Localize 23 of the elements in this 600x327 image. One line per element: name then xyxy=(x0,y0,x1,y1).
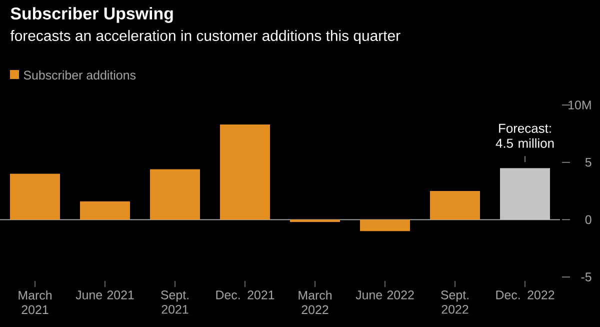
chart-subtitle: forecasts an acceleration in customer additions this quarter xyxy=(10,30,400,44)
bar xyxy=(500,168,550,220)
chart-title: Subscriber Upswing xyxy=(10,7,173,23)
legend-label: Subscriber additions xyxy=(24,70,136,80)
x-tick-label: Dec. 2021 xyxy=(216,290,274,300)
bar xyxy=(430,191,480,220)
x-tick-label: Sept. 2021 xyxy=(161,290,188,314)
bar xyxy=(220,124,270,220)
bar xyxy=(10,174,60,220)
x-tick-label: March 2021 xyxy=(18,290,52,314)
x-tick-label: March 2022 xyxy=(298,290,332,314)
x-tick-label: Sept. 2022 xyxy=(441,290,468,314)
bar xyxy=(80,201,130,220)
bar xyxy=(360,220,410,232)
bar xyxy=(150,169,200,220)
x-tick-label: Dec. 2022 xyxy=(496,290,554,300)
y-tick-label: 5 xyxy=(585,158,592,167)
annotation: Forecast: 4.5 million xyxy=(496,124,554,148)
y-tick-label: 0 xyxy=(585,215,592,224)
y-tick-label: 10M xyxy=(568,100,591,110)
y-tick-label: -5 xyxy=(581,272,592,282)
x-tick-label: June 2021 xyxy=(76,290,134,300)
x-tick-label: June 2022 xyxy=(356,290,414,300)
